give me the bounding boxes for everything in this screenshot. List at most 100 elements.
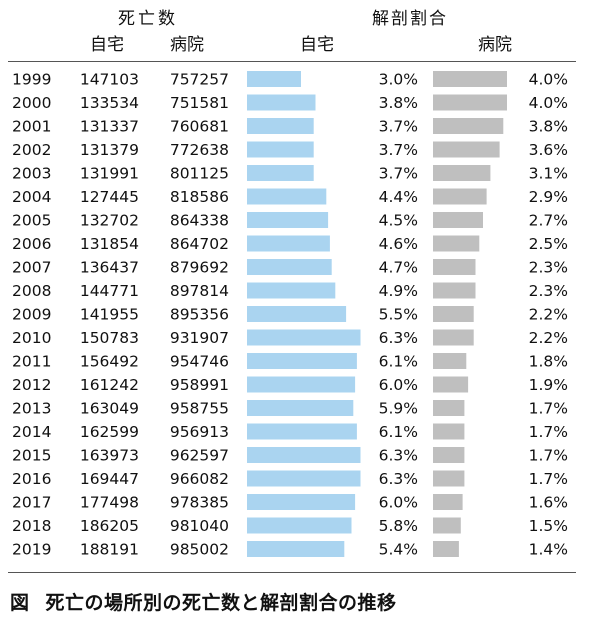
home-deaths-value: 131379 — [80, 141, 139, 159]
home-autopsy-bar — [247, 447, 361, 463]
hospital-autopsy-label: 3.1% — [529, 165, 568, 183]
home-autopsy-label: 3.8% — [379, 94, 418, 112]
home-autopsy-label: 6.3% — [379, 447, 418, 465]
hospital-autopsy-label: 2.2% — [529, 306, 568, 324]
hospital-deaths-value: 757257 — [170, 71, 229, 89]
figure-caption: 図死亡の場所別の死亡数と解剖割合の推移 — [10, 588, 397, 615]
year-label: 2000 — [12, 94, 51, 112]
year-label: 2008 — [12, 282, 51, 300]
autopsy-home-header: 自宅 — [300, 35, 334, 55]
home-autopsy-bar — [247, 141, 314, 158]
hospital-deaths-value: 801125 — [170, 165, 229, 183]
hospital-autopsy-bar — [433, 141, 500, 158]
hospital-autopsy-bar — [433, 447, 465, 463]
figure-title: 死亡の場所別の死亡数と解剖割合の推移 — [45, 592, 397, 614]
home-autopsy-bar — [247, 494, 356, 510]
home-autopsy-label: 6.3% — [379, 470, 418, 488]
home-autopsy-label: 5.4% — [379, 541, 418, 559]
hospital-deaths-value: 966082 — [170, 470, 229, 488]
hospital-autopsy-label: 1.7% — [529, 447, 568, 465]
hospital-autopsy-bar — [433, 71, 507, 87]
home-deaths-value: 163049 — [80, 400, 139, 418]
hospital-deaths-value: 954746 — [170, 353, 229, 371]
hospital-autopsy-label: 1.8% — [529, 353, 568, 371]
home-autopsy-label: 6.1% — [379, 353, 418, 371]
hospital-deaths-value: 985002 — [170, 541, 229, 559]
home-deaths-value: 186205 — [80, 517, 139, 535]
year-label: 2010 — [12, 329, 51, 347]
home-deaths-value: 144771 — [80, 282, 139, 300]
home-autopsy-bar — [247, 423, 357, 440]
year-label: 2009 — [12, 306, 51, 324]
home-deaths-value: 161242 — [80, 376, 139, 394]
hospital-autopsy-label: 2.3% — [529, 282, 568, 300]
home-autopsy-bar — [247, 306, 347, 322]
home-autopsy-label: 3.7% — [379, 118, 418, 136]
home-autopsy-bar — [247, 212, 329, 228]
home-autopsy-bar — [247, 353, 357, 369]
home-autopsy-bar — [247, 165, 314, 181]
home-deaths-value: 177498 — [80, 494, 139, 512]
hospital-autopsy-bar — [433, 306, 474, 322]
home-autopsy-bar — [247, 470, 361, 487]
home-autopsy-label: 5.5% — [379, 306, 418, 324]
hospital-deaths-value: 958991 — [170, 376, 229, 394]
hospital-autopsy-bar — [433, 188, 487, 205]
home-autopsy-bar — [247, 259, 332, 275]
home-autopsy-label: 5.9% — [379, 400, 418, 418]
year-label: 2007 — [12, 259, 51, 277]
hospital-autopsy-bar — [433, 541, 459, 557]
home-deaths-value: 162599 — [80, 423, 139, 441]
home-deaths-value: 131854 — [80, 235, 139, 253]
hospital-deaths-value: 751581 — [170, 94, 229, 112]
hospital-autopsy-label: 2.2% — [529, 329, 568, 347]
home-autopsy-label: 3.7% — [379, 141, 418, 159]
hospital-deaths-value: 818586 — [170, 188, 229, 206]
home-deaths-value: 132702 — [80, 212, 139, 230]
home-autopsy-label: 4.4% — [379, 188, 418, 206]
hospital-autopsy-label: 1.7% — [529, 470, 568, 488]
hospital-deaths-value: 864338 — [170, 212, 229, 230]
year-label: 2012 — [12, 376, 51, 394]
home-autopsy-label: 6.0% — [379, 376, 418, 394]
home-autopsy-label: 4.5% — [379, 212, 418, 230]
hospital-autopsy-bar — [433, 165, 491, 181]
home-autopsy-label: 4.9% — [379, 282, 418, 300]
year-label: 2019 — [12, 541, 51, 559]
year-label: 2002 — [12, 141, 51, 159]
home-autopsy-bar — [247, 71, 301, 87]
hospital-autopsy-bar — [433, 494, 463, 510]
hospital-autopsy-bar — [433, 517, 461, 534]
year-label: 1999 — [12, 71, 51, 89]
hospital-autopsy-label: 1.6% — [529, 494, 568, 512]
hospital-autopsy-bar — [433, 118, 504, 134]
year-label: 2006 — [12, 235, 51, 253]
hospital-autopsy-label: 3.6% — [529, 141, 568, 159]
home-autopsy-bar — [247, 329, 361, 346]
hospital-autopsy-bar — [433, 353, 467, 369]
home-autopsy-bar — [247, 94, 316, 111]
hospital-autopsy-bar — [433, 329, 474, 346]
hospital-autopsy-bar — [433, 282, 476, 299]
hospital-deaths-value: 956913 — [170, 423, 229, 441]
home-autopsy-label: 5.8% — [379, 517, 418, 535]
hospital-autopsy-label: 2.9% — [529, 188, 568, 206]
hospital-autopsy-bar — [433, 212, 483, 228]
home-autopsy-bar — [247, 235, 330, 252]
home-autopsy-bar — [247, 376, 356, 393]
hospital-deaths-value: 931907 — [170, 329, 229, 347]
home-autopsy-bar — [247, 400, 354, 416]
hospital-autopsy-bar — [433, 470, 465, 487]
home-deaths-value: 133534 — [80, 94, 139, 112]
home-autopsy-bar — [247, 517, 352, 534]
hospital-deaths-value: 981040 — [170, 517, 229, 535]
home-autopsy-bar — [247, 282, 336, 299]
header-divider — [8, 61, 576, 62]
hospital-deaths-value: 978385 — [170, 494, 229, 512]
year-label: 2004 — [12, 188, 51, 206]
home-deaths-value: 131991 — [80, 165, 139, 183]
hospital-autopsy-bar — [433, 94, 507, 111]
year-label: 2017 — [12, 494, 51, 512]
hospital-autopsy-bar — [433, 259, 476, 275]
home-deaths-value: 131337 — [80, 118, 139, 136]
